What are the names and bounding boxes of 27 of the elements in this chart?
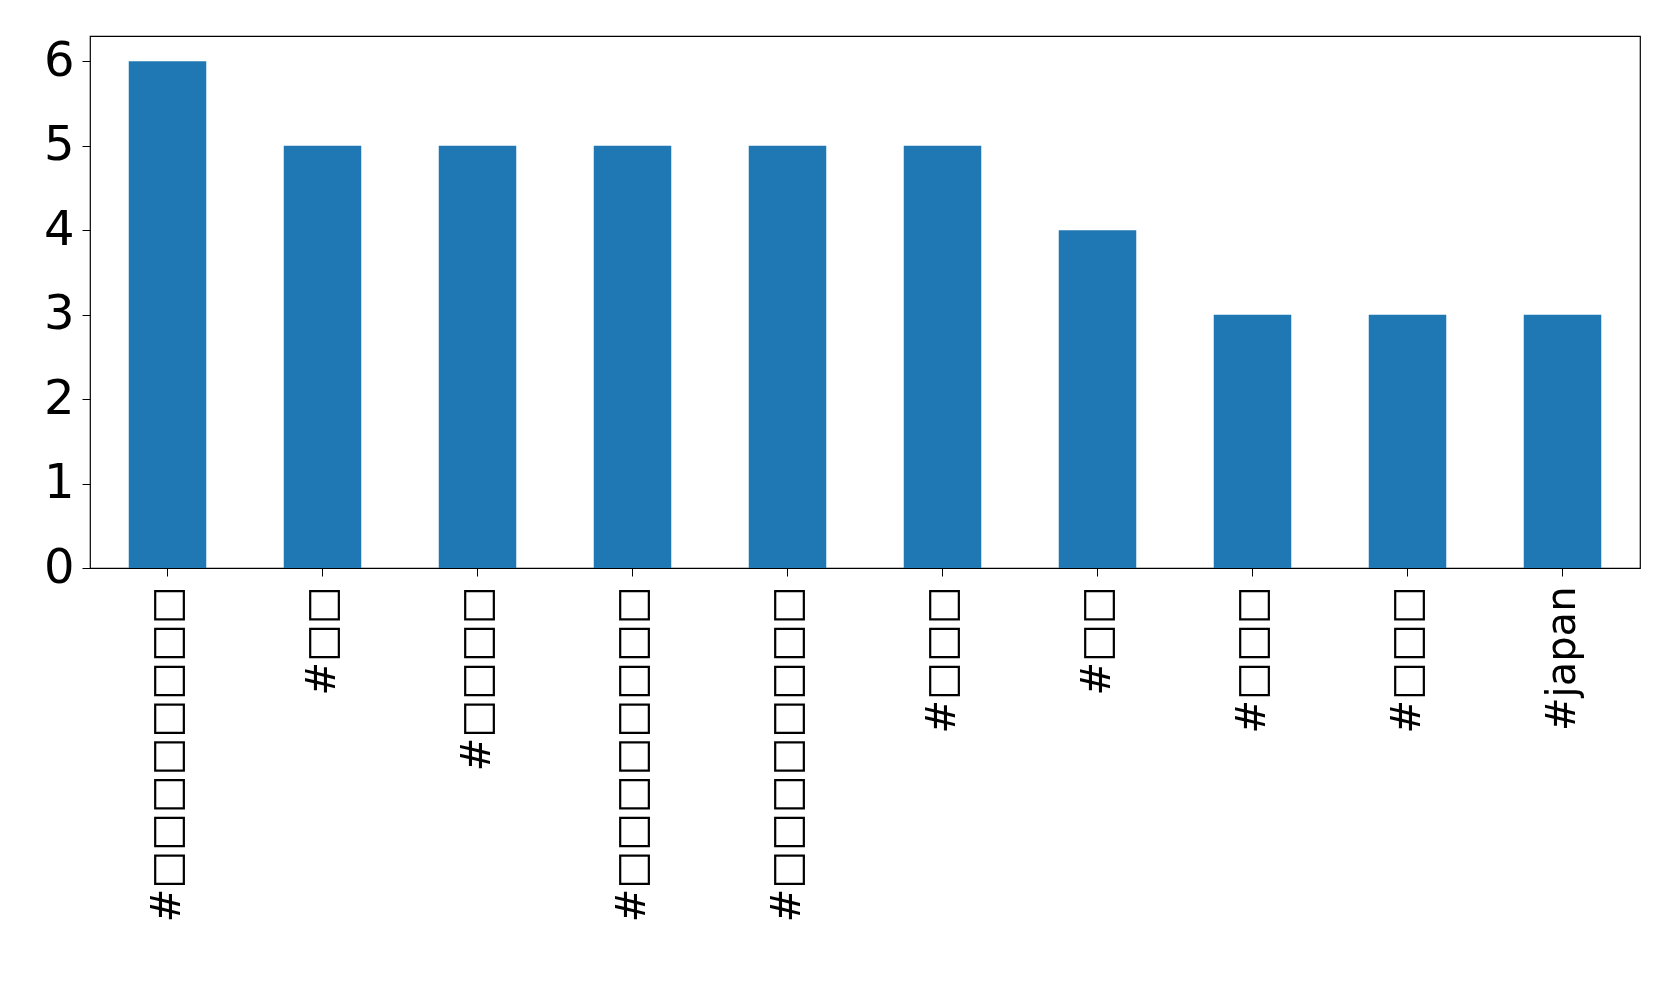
x-tick-label: #□□□□□□□□: [607, 586, 654, 923]
bar: [1523, 314, 1602, 568]
x-tick-label: #□□□: [1227, 586, 1274, 734]
y-tick-label: 1: [43, 453, 75, 510]
y-tick-label: 4: [43, 199, 75, 256]
y-tick-label: 3: [43, 284, 75, 341]
bar: [1213, 314, 1292, 568]
y-tick-label: 6: [43, 30, 75, 87]
x-tick-label: #japan: [1537, 586, 1584, 731]
bar: [1368, 314, 1447, 568]
x-tick-label: #□□□□□□□□: [142, 586, 189, 923]
bar: [283, 145, 362, 568]
bar: [593, 145, 672, 568]
y-tick-label: 0: [43, 537, 75, 594]
x-tick-label: #□□: [297, 586, 344, 696]
x-tick-label: #□□□□: [452, 586, 499, 772]
x-tick-label: #□□□: [1382, 586, 1429, 734]
y-tick-label: 5: [43, 115, 75, 172]
x-tick-label: #□□: [1072, 586, 1119, 696]
bar: [438, 145, 517, 568]
bar: [903, 145, 982, 568]
x-tick-label: #□□□: [917, 586, 964, 734]
bar: [1058, 230, 1137, 568]
bar: [128, 61, 207, 568]
y-tick-label: 2: [43, 368, 75, 425]
bar: [748, 145, 827, 568]
x-tick-label: #□□□□□□□□: [762, 586, 809, 923]
